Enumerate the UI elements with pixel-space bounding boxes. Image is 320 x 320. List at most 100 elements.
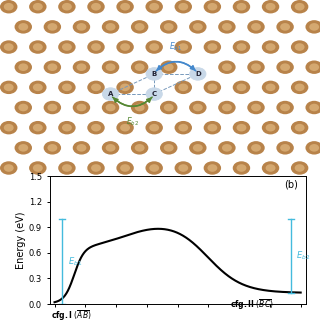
Circle shape bbox=[233, 121, 250, 134]
Circle shape bbox=[160, 101, 178, 114]
Circle shape bbox=[91, 84, 101, 91]
Circle shape bbox=[146, 88, 162, 100]
Circle shape bbox=[236, 124, 246, 132]
Text: $E_{b2}$: $E_{b2}$ bbox=[296, 250, 310, 262]
Circle shape bbox=[266, 84, 276, 91]
Circle shape bbox=[306, 141, 320, 155]
Circle shape bbox=[33, 124, 43, 132]
Circle shape bbox=[87, 0, 105, 13]
Circle shape bbox=[135, 23, 145, 31]
Circle shape bbox=[18, 63, 28, 71]
Circle shape bbox=[91, 3, 101, 11]
Circle shape bbox=[47, 23, 57, 31]
Circle shape bbox=[33, 84, 43, 91]
Circle shape bbox=[44, 101, 61, 114]
Circle shape bbox=[149, 164, 159, 172]
Circle shape bbox=[135, 144, 145, 152]
Circle shape bbox=[178, 164, 188, 172]
Circle shape bbox=[262, 121, 279, 134]
Circle shape bbox=[0, 81, 18, 94]
Circle shape bbox=[233, 0, 250, 13]
Circle shape bbox=[116, 0, 134, 13]
Circle shape bbox=[131, 20, 148, 34]
Circle shape bbox=[29, 40, 46, 54]
Circle shape bbox=[87, 121, 105, 134]
Circle shape bbox=[91, 124, 101, 132]
Circle shape bbox=[14, 141, 32, 155]
Circle shape bbox=[76, 63, 86, 71]
Circle shape bbox=[120, 84, 130, 91]
Circle shape bbox=[149, 124, 159, 132]
Circle shape bbox=[207, 3, 217, 11]
Circle shape bbox=[135, 104, 145, 111]
Circle shape bbox=[44, 141, 61, 155]
Circle shape bbox=[164, 23, 174, 31]
Circle shape bbox=[116, 161, 134, 175]
Circle shape bbox=[280, 63, 290, 71]
Circle shape bbox=[222, 63, 232, 71]
Circle shape bbox=[164, 63, 174, 71]
Text: $E_{b2}$: $E_{b2}$ bbox=[126, 115, 139, 128]
Circle shape bbox=[131, 60, 148, 74]
Circle shape bbox=[266, 43, 276, 51]
Circle shape bbox=[276, 141, 294, 155]
Circle shape bbox=[4, 43, 14, 51]
Text: $\mathbf{cfg.II}\ (\overline{BC})$: $\mathbf{cfg.II}\ (\overline{BC})$ bbox=[229, 297, 273, 312]
Circle shape bbox=[14, 60, 32, 74]
Circle shape bbox=[146, 121, 163, 134]
Circle shape bbox=[309, 23, 319, 31]
Circle shape bbox=[0, 40, 18, 54]
Circle shape bbox=[62, 124, 72, 132]
Circle shape bbox=[62, 3, 72, 11]
Circle shape bbox=[44, 20, 61, 34]
Circle shape bbox=[62, 164, 72, 172]
Circle shape bbox=[262, 40, 279, 54]
Circle shape bbox=[309, 63, 319, 71]
Circle shape bbox=[29, 81, 46, 94]
Circle shape bbox=[262, 161, 279, 175]
Circle shape bbox=[236, 43, 246, 51]
Circle shape bbox=[73, 20, 90, 34]
Circle shape bbox=[306, 20, 320, 34]
Circle shape bbox=[73, 60, 90, 74]
Circle shape bbox=[73, 101, 90, 114]
Circle shape bbox=[309, 144, 319, 152]
Circle shape bbox=[207, 164, 217, 172]
Circle shape bbox=[149, 3, 159, 11]
Text: A: A bbox=[108, 91, 113, 97]
Circle shape bbox=[280, 104, 290, 111]
Circle shape bbox=[29, 161, 46, 175]
Circle shape bbox=[131, 101, 148, 114]
Circle shape bbox=[58, 161, 76, 175]
Circle shape bbox=[164, 144, 174, 152]
Circle shape bbox=[76, 104, 86, 111]
Circle shape bbox=[222, 104, 232, 111]
Circle shape bbox=[0, 0, 18, 13]
Circle shape bbox=[189, 141, 206, 155]
Text: $E_{b1}$: $E_{b1}$ bbox=[68, 255, 82, 268]
Circle shape bbox=[160, 20, 178, 34]
Circle shape bbox=[306, 60, 320, 74]
Circle shape bbox=[47, 63, 57, 71]
Circle shape bbox=[120, 3, 130, 11]
Text: $E_{b1}$: $E_{b1}$ bbox=[170, 40, 182, 52]
Circle shape bbox=[87, 161, 105, 175]
Circle shape bbox=[204, 0, 221, 13]
Circle shape bbox=[58, 121, 76, 134]
Circle shape bbox=[33, 164, 43, 172]
Circle shape bbox=[204, 81, 221, 94]
Circle shape bbox=[102, 60, 119, 74]
Circle shape bbox=[4, 84, 14, 91]
Circle shape bbox=[47, 104, 57, 111]
Circle shape bbox=[58, 40, 76, 54]
Circle shape bbox=[106, 104, 116, 111]
Circle shape bbox=[18, 23, 28, 31]
Circle shape bbox=[222, 23, 232, 31]
Circle shape bbox=[295, 84, 305, 91]
Circle shape bbox=[102, 141, 119, 155]
Circle shape bbox=[91, 43, 101, 51]
Text: (b): (b) bbox=[284, 180, 298, 190]
Circle shape bbox=[251, 104, 261, 111]
Circle shape bbox=[207, 43, 217, 51]
Circle shape bbox=[266, 164, 276, 172]
